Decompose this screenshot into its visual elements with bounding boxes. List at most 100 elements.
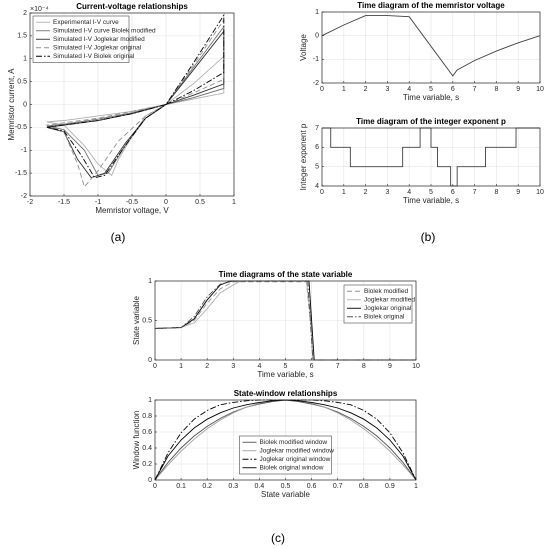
y-axis-label: Voltage <box>299 34 308 61</box>
x-axis-label: Time variable, s <box>257 370 313 379</box>
y-axis-label: Integer exponent p <box>299 123 308 190</box>
data-line <box>154 280 416 361</box>
x-tick-label: 3 <box>231 363 235 370</box>
y-tick-label: -1 <box>21 147 27 154</box>
y-tick-label: -1 <box>313 56 319 63</box>
x-tick-label: 4 <box>407 189 411 196</box>
y-tick-label: 0.6 <box>142 429 152 436</box>
y-tick-label: 1 <box>23 56 27 63</box>
x-tick-label: 0.5 <box>195 199 205 206</box>
x-tick-label: 1 <box>342 86 346 93</box>
chart-title: Time diagrams of the state variable <box>219 270 353 279</box>
x-tick-label: 2 <box>364 189 368 196</box>
x-tick-label: 5 <box>284 363 288 370</box>
y-tick-label: 6 <box>315 144 319 151</box>
x-tick-label: 1 <box>342 189 346 196</box>
y-tick-label: 0 <box>148 477 152 484</box>
x-tick-label: 10 <box>536 189 544 196</box>
y-tick-label: 4 <box>315 183 319 190</box>
x-tick-label: 10 <box>412 363 420 370</box>
x-tick-label: 0 <box>164 199 168 206</box>
x-axis-label: Time variable, s <box>403 93 459 102</box>
data-line <box>46 13 225 179</box>
legend-label: Biolek original window <box>260 464 324 471</box>
y-tick-label: 0.2 <box>142 461 152 468</box>
x-tick-label: 1 <box>414 483 418 490</box>
x-tick-label: 1 <box>179 363 183 370</box>
x-axis-label: State variable <box>261 490 310 499</box>
x-tick-label: 4 <box>257 363 261 370</box>
chart-title: Time diagram of the memristor voltage <box>357 1 505 10</box>
x-tick-label: 0.5 <box>281 483 291 490</box>
x-tick-label: 0 <box>320 86 324 93</box>
x-tick-label: 0.9 <box>385 483 395 490</box>
x-tick-label: 8 <box>362 363 366 370</box>
y-tick-label: 2 <box>23 10 27 17</box>
x-tick-label: 9 <box>516 189 520 196</box>
y-tick-label: 5 <box>315 164 319 171</box>
y-tick-label: 0.8 <box>142 413 152 420</box>
x-tick-label: 0.3 <box>228 483 238 490</box>
x-tick-label: 7 <box>336 363 340 370</box>
y-axis-label: State variable <box>132 295 141 344</box>
y-axis-label: Memristor current, A <box>7 68 16 141</box>
y-tick-label: -2 <box>21 193 27 200</box>
panel-label: (c) <box>271 531 285 545</box>
x-axis-label: Time variable, s <box>403 196 459 205</box>
x-tick-label: 0.8 <box>359 483 369 490</box>
legend-label: Joglekar modified <box>364 296 415 303</box>
y-tick-label: 1 <box>148 278 152 285</box>
legend-label: Biolek original <box>364 313 405 320</box>
x-tick-label: 0.4 <box>255 483 265 490</box>
x-tick-label: -1.5 <box>58 199 70 206</box>
x-tick-label: 0 <box>153 483 157 490</box>
axes-box <box>29 12 235 197</box>
x-tick-label: 0.7 <box>333 483 343 490</box>
y-axis-label: Window function <box>132 411 141 470</box>
panel-label: (a) <box>111 230 126 244</box>
axes-box <box>321 127 541 187</box>
x-tick-label: 7 <box>473 86 477 93</box>
x-tick-label: 1 <box>232 199 236 206</box>
y-tick-label: -0.5 <box>15 124 27 131</box>
x-tick-label: 0.1 <box>176 483 186 490</box>
data-line <box>45 18 225 188</box>
axes-box <box>321 11 541 84</box>
y-tick-label: 0 <box>148 357 152 364</box>
legend-label: Simulated I-V Biolek original <box>53 53 135 60</box>
chart-title: Current-voltage relationships <box>76 2 188 11</box>
x-tick-label: -0.5 <box>126 199 138 206</box>
legend-label: Simulated I-V Joglekar original <box>53 44 142 51</box>
data-line <box>154 399 417 481</box>
legend-label: Joglekar original window <box>260 456 331 463</box>
data-line <box>321 15 541 77</box>
x-tick-label: 0 <box>320 189 324 196</box>
panel-label: (b) <box>421 230 436 244</box>
x-axis-label: Memristor voltage, V <box>95 206 169 215</box>
data-line <box>322 127 540 187</box>
y-tick-label: -2 <box>313 80 319 87</box>
legend-label: Biolek modified <box>364 288 408 295</box>
x-tick-label: 6 <box>451 189 455 196</box>
x-tick-label: 10 <box>536 86 544 93</box>
y-tick-label: 7 <box>315 125 319 132</box>
x-tick-label: 2 <box>364 86 368 93</box>
data-line <box>154 280 416 361</box>
y-tick-label: 0 <box>23 101 27 108</box>
legend-label: Experimental I-V curve <box>53 19 119 26</box>
chart-title: State-window relationships <box>234 389 338 398</box>
y-tick-label: 1.5 <box>17 33 27 40</box>
legend-label: Biolek modified window <box>260 439 328 446</box>
chart-title: Time diagram of the integer exponent p <box>356 117 506 126</box>
x-tick-label: 0.6 <box>307 483 317 490</box>
x-tick-label: 2 <box>205 363 209 370</box>
y-tick-label: 1 <box>148 397 152 404</box>
y-tick-label: 0 <box>315 33 319 40</box>
x-tick-label: 8 <box>494 189 498 196</box>
y-tick-label: 0.5 <box>142 317 152 324</box>
x-tick-label: 3 <box>385 189 389 196</box>
legend-label: Simulated I-V Joglekar modified <box>53 36 145 43</box>
